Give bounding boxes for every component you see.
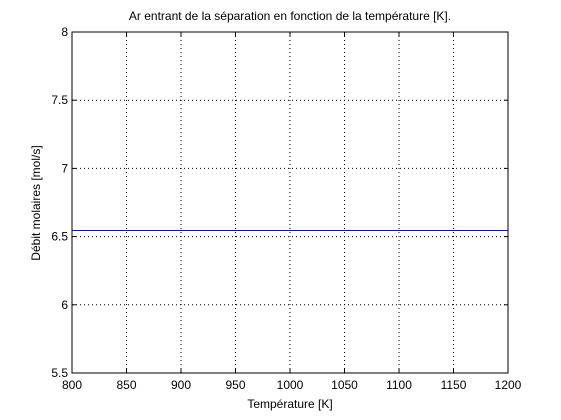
x-tick-label: 800 [62, 378, 82, 392]
x-tick-labels: 800 850 900 950 1000 1050 1100 1150 1200 [62, 378, 522, 392]
x-tick-label: 1000 [277, 378, 304, 392]
ticks [71, 31, 509, 374]
x-tick-label: 1150 [441, 378, 467, 392]
x-axis-label: Température [K] [247, 397, 332, 411]
y-tick-label: 5.5 [51, 366, 68, 380]
y-tick-labels: 5.5 6 6.5 7 7.5 8 [51, 25, 68, 380]
x-tick-label: 900 [171, 378, 191, 392]
y-tick-label: 8 [61, 25, 68, 39]
y-axis-label: Débit molaires [mol/s] [29, 145, 43, 260]
grid [72, 32, 508, 373]
x-tick-label: 950 [225, 378, 245, 392]
x-tick-label: 850 [116, 378, 136, 392]
y-tick-label: 6 [61, 298, 68, 312]
chart-title: Ar entrant de la séparation en fonction … [129, 9, 451, 23]
x-tick-label: 1050 [331, 378, 358, 392]
y-tick-label: 7 [61, 161, 68, 175]
x-tick-label: 1100 [386, 378, 412, 392]
x-tick-label: 1200 [495, 378, 522, 392]
y-tick-label: 7.5 [51, 93, 68, 107]
y-tick-label: 6.5 [51, 230, 68, 244]
